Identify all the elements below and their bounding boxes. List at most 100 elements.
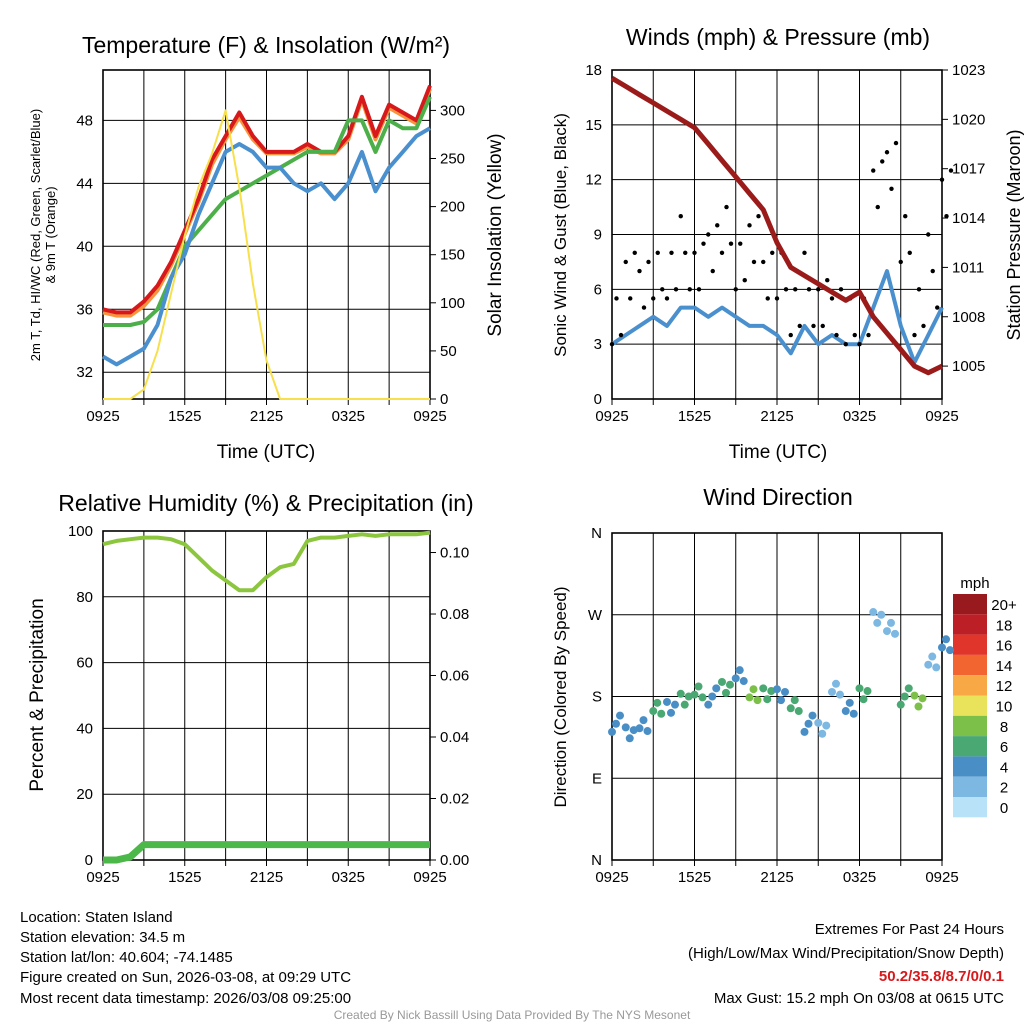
gust-point	[678, 214, 683, 219]
gust-point	[884, 150, 890, 155]
gust-point	[641, 305, 647, 310]
gust-point	[724, 204, 729, 210]
gust-point	[825, 277, 830, 283]
y-right-tick-label: 1020	[952, 111, 985, 128]
rh-ylabel: Percent & Precipitation	[27, 598, 48, 791]
wind-direction-point	[745, 693, 754, 702]
gust-point	[806, 287, 812, 292]
wind-direction-point	[808, 711, 817, 720]
wind-direction-point	[896, 700, 905, 709]
y-right-tick-label: 0.00	[440, 852, 469, 869]
legend-label: 16	[996, 638, 1013, 655]
series-solar-insolation	[103, 109, 430, 400]
y-tick-label: 12	[585, 172, 602, 189]
gust-point	[646, 259, 651, 265]
x-tick-label: 0325	[843, 408, 876, 425]
gust-point	[926, 232, 931, 237]
x-tick-label: 0925	[86, 869, 119, 886]
wind-direction-point	[763, 695, 772, 704]
wind-direction-point	[904, 684, 913, 693]
winds-xlabel: Time (UTC)	[729, 442, 828, 463]
gust-point	[614, 296, 619, 301]
wind-direction-point	[680, 700, 689, 709]
wind-direction-point	[924, 660, 933, 669]
legend-swatch	[953, 756, 987, 777]
legend-label: 18	[996, 617, 1013, 634]
gust-point	[733, 287, 738, 292]
gust-point	[783, 287, 789, 292]
gust-point	[609, 341, 615, 347]
y-tick-label: W	[588, 607, 603, 624]
x-tick-label: 2125	[250, 869, 283, 886]
info-created: Figure created on Sun, 2026-03-08, at 09…	[20, 969, 351, 986]
gust-point	[948, 168, 954, 173]
gust-point	[939, 177, 945, 182]
rh-title: Relative Humidity (%) & Precipitation (i…	[58, 490, 473, 516]
gust-point	[907, 250, 912, 255]
wind-direction-point	[932, 663, 941, 672]
winds-ylabel: Sonic Wind & Gust (Blue, Black)	[551, 113, 570, 357]
x-tick-label: 0925	[595, 869, 628, 886]
y-right-tick-label: 1011	[952, 259, 984, 276]
series-sonic-wind	[610, 269, 944, 365]
gust-point	[715, 223, 720, 228]
legend-swatch	[953, 695, 987, 716]
wind-direction-point	[735, 666, 744, 675]
temp-ylabel-right: Solar Insolation (Yellow)	[485, 133, 506, 336]
y-tick-label: 100	[68, 523, 93, 540]
y-tick-label: 36	[76, 301, 93, 318]
gust-point	[871, 168, 876, 173]
info-location: Location: Staten Island	[20, 909, 173, 926]
wind-direction-point	[869, 608, 878, 617]
wind-direction-point	[877, 610, 886, 619]
gust-point	[903, 214, 908, 219]
wind-direction-point	[828, 687, 836, 696]
x-tick-label: 1525	[168, 408, 201, 425]
gust-point	[921, 323, 926, 329]
info-recent: Most recent data timestamp: 2026/03/08 0…	[20, 990, 351, 1007]
x-tick-label: 0325	[332, 869, 365, 886]
panel-1: 0925 1525 2125 0325 0925 32 36 40 44 48 0 50 100 150 2…	[76, 69, 465, 425]
y-tick-label: 20	[76, 786, 93, 803]
gust-point	[637, 268, 642, 274]
wind-direction-point	[891, 629, 899, 638]
wind-direction-point	[855, 684, 864, 693]
plot-frame	[102, 530, 431, 861]
gust-point	[701, 241, 706, 246]
gust-point	[788, 332, 793, 338]
wind-direction-point	[621, 723, 630, 732]
wind-direction-point	[786, 704, 795, 713]
legend-swatch	[953, 736, 987, 757]
y-right-tick-label: 0.10	[440, 545, 469, 562]
gust-point	[834, 332, 839, 338]
panel-3: 0925 1525 2125 0325 09250204060801000.000.02…	[68, 523, 469, 886]
wind-direction-point	[726, 680, 734, 689]
legend-label: 10	[996, 699, 1013, 716]
wdir-ylabel: Direction (Colored By Speed)	[551, 586, 570, 807]
speed-legend: 20+ 18 16 14 12 10 8 6 4 2 0	[953, 594, 1017, 818]
gust-point	[857, 341, 862, 347]
series-td	[103, 96, 432, 327]
y-tick-label: N	[591, 852, 602, 869]
x-tick-label: 0925	[86, 408, 119, 425]
wind-direction-point	[616, 711, 624, 720]
wind-direction-point	[671, 700, 679, 709]
y-right-tick-label: 150	[440, 247, 465, 264]
wind-direction-point	[635, 724, 644, 733]
temp-ylabel: 2m T, Td, HI/WC (Red, Green, Scarlet/Blu…	[28, 109, 43, 361]
y-tick-label: 32	[76, 364, 93, 381]
gust-point	[728, 241, 734, 246]
gust-point	[770, 250, 775, 255]
series-precipitation	[103, 841, 430, 864]
gust-point	[898, 259, 903, 265]
gust-point	[866, 332, 871, 338]
legend-swatch	[953, 797, 987, 818]
plot-frame	[611, 69, 943, 400]
wind-direction-point	[790, 696, 799, 705]
y-tick-label: 48	[76, 112, 93, 129]
x-tick-label: 2125	[760, 869, 793, 886]
series-hi-wc	[101, 126, 432, 367]
wind-direction-point	[946, 646, 954, 655]
series-station-pressure	[610, 76, 944, 376]
